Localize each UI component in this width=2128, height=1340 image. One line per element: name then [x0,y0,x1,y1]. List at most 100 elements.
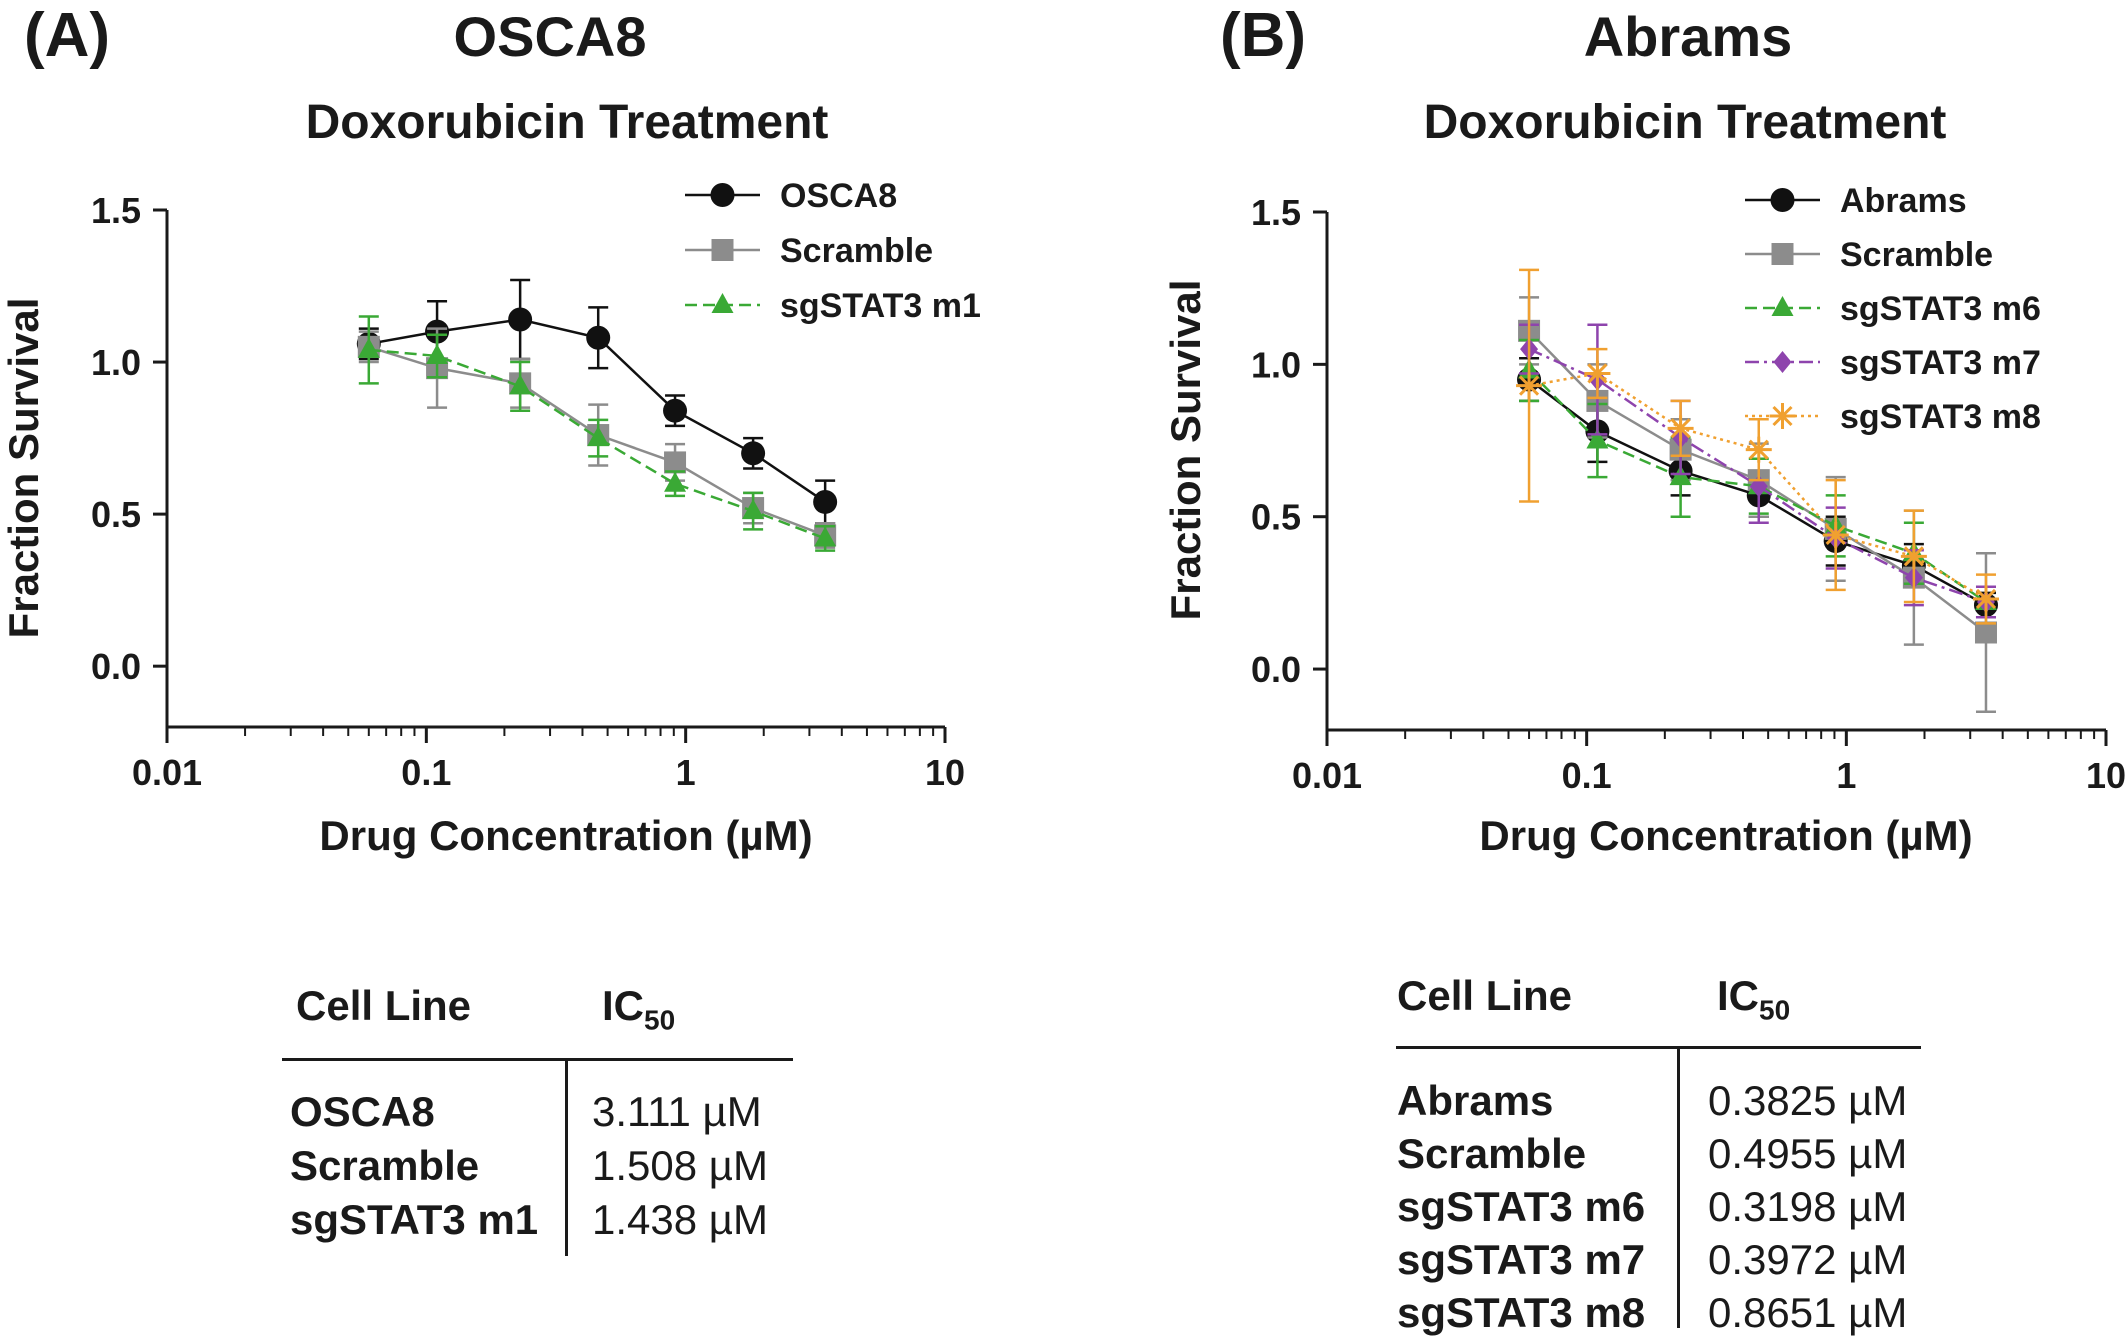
chart-b-legend-marker [1771,243,1794,265]
chart-b-x-axis-label: Drug Concentration (µM) [1479,812,1972,859]
panel-a-subtitle: Doxorubicin Treatment [305,96,829,149]
table-b-header-cell-line: Cell Line [1397,972,1573,1019]
chart-b-legend-marker-stroke [1772,405,1793,427]
table-b-row-value: 0.3825 µM [1708,1077,1908,1124]
chart-a-data-point [664,471,687,492]
chart-b-y-tick-label: 1.0 [1251,344,1301,385]
chart-a-data-point [742,499,765,520]
chart-a-legend-marker [710,183,735,207]
chart-b-x-tick-label: 0.1 [1562,755,1612,796]
chart-b-x-tick-label: 1 [1836,755,1856,796]
chart-a-data-point [586,325,611,350]
chart-a-x-tick-label: 0.01 [132,752,202,793]
chart-b-legend-marker [1773,351,1792,373]
chart-b-data-point [1584,360,1611,387]
chart-a-legend-label: OSCA8 [780,177,897,215]
table-a-row-name: sgSTAT3 m1 [290,1196,539,1243]
chart-a-legend-marker [711,293,734,313]
panel-b-label: (B) [1220,1,1307,70]
chart-a-data-point [587,426,610,447]
chart-b-data-point-stroke [1903,546,1924,567]
chart-b-legend-marker [1769,403,1796,429]
table-a-row-name: Scramble [290,1142,480,1189]
chart-a-data-point [664,451,687,474]
chart-a-legend-label: sgSTAT3 m1 [780,287,981,325]
chart-b-legend-label: Scramble [1840,236,1993,274]
table-a-header-cell-line: Cell Line [296,982,472,1029]
table-a-row-name: OSCA8 [290,1088,435,1135]
table-b-header-ic-subscript: 50 [1759,994,1791,1026]
table-b-row-value: 0.4955 µM [1708,1130,1908,1177]
panel-a-label: (A) [24,1,111,70]
table-b-row-name: Abrams [1397,1077,1554,1124]
chart-b-y-tick-label: 1.5 [1251,192,1301,233]
table-b-column-rule [1677,1048,1680,1328]
table-a-row-value: 1.508 µM [592,1142,768,1189]
chart-b-data-point-stroke [1825,524,1846,546]
chart-a-data-point [357,337,380,358]
table-b-row-value: 0.8651 µM [1708,1289,1908,1336]
chart-a-data-point [813,489,838,514]
chart-b-data-point [1667,415,1694,442]
chart-a-x-axis-label: Drug Concentration (µM) [319,812,812,859]
table-b-row-name: sgSTAT3 m8 [1397,1289,1646,1336]
table-b-header-rule [1396,1046,1921,1049]
chart-b-y-tick-label: 0.0 [1251,649,1301,690]
table-b-row-value: 0.3198 µM [1708,1183,1908,1230]
chart-b-data-point [1822,521,1849,548]
panel-a-title: OSCA8 [453,5,647,68]
table-b-row-name: sgSTAT3 m7 [1397,1236,1646,1283]
table-a-row-value: 3.111 µM [592,1088,762,1135]
chart-b-legend-label: sgSTAT3 m6 [1840,290,2041,328]
table-a-row-value: 1.438 µM [592,1196,768,1243]
table-a-column-rule [565,1060,568,1256]
table-b-row-value: 0.3972 µM [1708,1236,1908,1283]
chart-b-legend-label: sgSTAT3 m7 [1840,344,2041,382]
chart-b-data-point [1900,543,1927,570]
table-b-header-ic: IC50 [1717,972,1790,1026]
table-a-header-ic-subscript: 50 [644,1004,676,1036]
chart-a-data-point [426,343,449,364]
chart-a-y-tick-label: 0.0 [91,646,141,687]
chart-b-legend-marker [1771,296,1794,316]
panel-b-subtitle: Doxorubicin Treatment [1423,96,1947,149]
chart-b-data-point-stroke [1587,363,1608,384]
chart-b-data-point-stroke [1975,588,1997,610]
chart-b-data-point [1972,585,1999,612]
chart-b-data-point [1974,621,1997,644]
table-b-header-ic-text: IC [1717,972,1759,1019]
table-a-header-rule [282,1058,793,1061]
chart-a-x-tick-label: 0.1 [401,752,451,793]
chart-b-data-point [1745,436,1772,463]
chart-b-y-tick-label: 0.5 [1251,497,1301,538]
chart-b-legend-label: sgSTAT3 m8 [1840,398,2041,436]
table-b-row-name: Scramble [1397,1130,1587,1177]
chart-a-x-tick-label: 10 [925,752,965,793]
chart-b-data-point [1586,428,1609,449]
chart-a-y-tick-label: 0.5 [91,494,141,535]
table-b-row-name: sgSTAT3 m6 [1397,1183,1646,1230]
table-a-header-ic-text: IC [602,982,644,1029]
chart-b-x-tick-label: 0.01 [1292,755,1362,796]
chart-a-data-point [508,307,533,332]
chart-a-data-point [509,374,532,395]
chart-b-data-point-stroke [1748,439,1769,460]
chart-a-legend-marker [711,239,734,261]
chart-b-legend-marker [1770,188,1795,212]
panel-b-title: Abrams [1583,5,1793,68]
chart-a-data-point [814,526,837,547]
chart-a-x-tick-label: 1 [676,752,696,793]
chart-b-y-axis-label: Fraction Survival [1162,280,1209,621]
chart-a-y-tick-label: 1.5 [91,190,141,231]
chart-a-data-point [663,398,688,423]
chart-b-data-point-stroke [1670,418,1691,439]
chart-b-data-point-stroke [1518,375,1540,396]
chart-b-x-tick-label: 10 [2086,755,2126,796]
chart-a-legend-label: Scramble [780,232,933,270]
chart-a-y-tick-label: 1.0 [91,342,141,383]
chart-a-data-point [741,441,766,466]
chart-a-y-axis-label: Fraction Survival [0,298,47,639]
table-a-header-ic: IC50 [602,982,675,1036]
chart-b-data-point [1516,372,1543,399]
